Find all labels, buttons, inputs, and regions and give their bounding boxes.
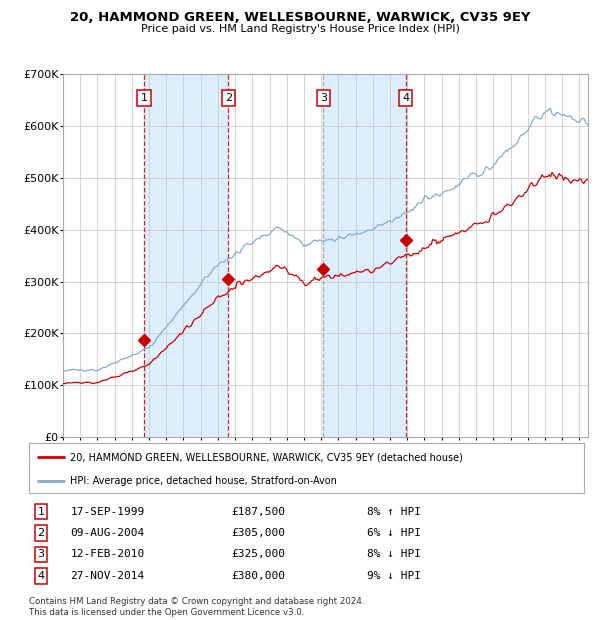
Bar bbox=[144, 74, 229, 437]
Text: Price paid vs. HM Land Registry's House Price Index (HPI): Price paid vs. HM Land Registry's House … bbox=[140, 24, 460, 33]
Text: £305,000: £305,000 bbox=[232, 528, 286, 538]
Text: 2: 2 bbox=[37, 528, 44, 538]
Text: 27-NOV-2014: 27-NOV-2014 bbox=[70, 571, 145, 581]
Text: 1: 1 bbox=[140, 93, 148, 103]
Text: 2: 2 bbox=[225, 93, 232, 103]
Text: 4: 4 bbox=[402, 93, 409, 103]
Text: 9% ↓ HPI: 9% ↓ HPI bbox=[367, 571, 421, 581]
Text: HPI: Average price, detached house, Stratford-on-Avon: HPI: Average price, detached house, Stra… bbox=[70, 476, 337, 485]
Text: 8% ↓ HPI: 8% ↓ HPI bbox=[367, 549, 421, 559]
Text: £380,000: £380,000 bbox=[232, 571, 286, 581]
Text: 17-SEP-1999: 17-SEP-1999 bbox=[70, 507, 145, 516]
Text: 4: 4 bbox=[37, 571, 44, 581]
Text: Contains HM Land Registry data © Crown copyright and database right 2024.
This d: Contains HM Land Registry data © Crown c… bbox=[29, 598, 364, 617]
Bar bbox=[323, 74, 406, 437]
Text: 1: 1 bbox=[38, 507, 44, 516]
Text: 20, HAMMOND GREEN, WELLESBOURNE, WARWICK, CV35 9EY (detached house): 20, HAMMOND GREEN, WELLESBOURNE, WARWICK… bbox=[70, 452, 463, 462]
Text: 8% ↑ HPI: 8% ↑ HPI bbox=[367, 507, 421, 516]
FancyBboxPatch shape bbox=[29, 443, 584, 493]
Text: 3: 3 bbox=[320, 93, 327, 103]
Text: 09-AUG-2004: 09-AUG-2004 bbox=[70, 528, 145, 538]
Text: 3: 3 bbox=[38, 549, 44, 559]
Text: £325,000: £325,000 bbox=[232, 549, 286, 559]
Text: 12-FEB-2010: 12-FEB-2010 bbox=[70, 549, 145, 559]
Text: £187,500: £187,500 bbox=[232, 507, 286, 516]
Text: 6% ↓ HPI: 6% ↓ HPI bbox=[367, 528, 421, 538]
Text: 20, HAMMOND GREEN, WELLESBOURNE, WARWICK, CV35 9EY: 20, HAMMOND GREEN, WELLESBOURNE, WARWICK… bbox=[70, 11, 530, 24]
